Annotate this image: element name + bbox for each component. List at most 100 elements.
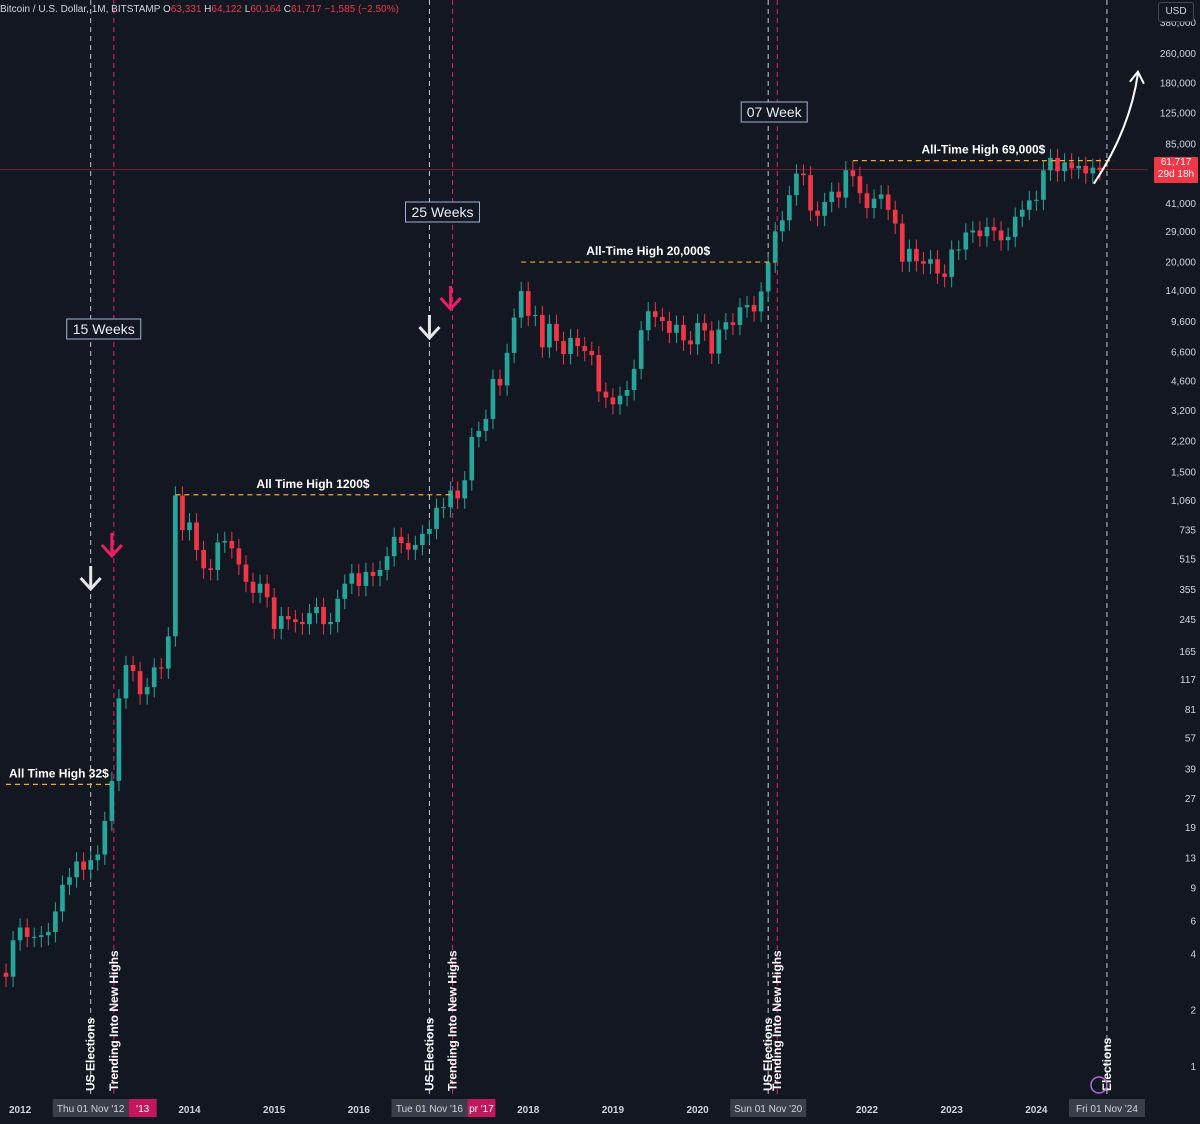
candle-body bbox=[695, 323, 700, 345]
candle-body bbox=[737, 307, 743, 325]
candle-body bbox=[398, 536, 404, 544]
candle-body bbox=[1048, 157, 1053, 171]
y-tick-label: 19 bbox=[1185, 823, 1197, 834]
y-tick-label: 4,600 bbox=[1171, 377, 1196, 388]
down-arrow-icon bbox=[439, 286, 462, 312]
candle-body bbox=[1076, 165, 1082, 169]
x-highlight-box bbox=[730, 1099, 807, 1117]
candle-body bbox=[723, 322, 729, 330]
candle-body bbox=[970, 230, 976, 233]
candle-body bbox=[949, 249, 955, 277]
candle-body bbox=[201, 549, 206, 569]
candle-body bbox=[575, 337, 580, 347]
candle-body bbox=[822, 201, 827, 216]
candle-body bbox=[60, 884, 65, 912]
candle-body bbox=[603, 391, 609, 398]
candle-body bbox=[427, 528, 432, 534]
candle-body bbox=[250, 581, 256, 593]
candle-body bbox=[31, 936, 37, 938]
candle-body bbox=[74, 861, 79, 878]
x-tick-label: 2014 bbox=[178, 1105, 201, 1116]
candle-body bbox=[102, 820, 108, 855]
ath-level-label: All-Time High 69,000$ bbox=[922, 143, 1046, 157]
x-highlight-pink-box bbox=[128, 1099, 157, 1117]
arrow-head bbox=[79, 576, 102, 592]
candle-body bbox=[532, 314, 538, 316]
symbol-header: Bitcoin / U.S. Dollar, 1M, BITSTAMP O63,… bbox=[0, 4, 399, 15]
currency-button[interactable]: USD bbox=[1158, 2, 1194, 22]
candle-body bbox=[681, 324, 686, 341]
candle-body bbox=[730, 322, 736, 325]
candle-body bbox=[504, 352, 510, 386]
y-tick-label: 1,060 bbox=[1171, 496, 1196, 507]
candle-body bbox=[448, 490, 453, 508]
ath-level-label: All-Time High 20,000$ bbox=[586, 244, 710, 258]
arrow-head bbox=[100, 543, 123, 559]
candle-body bbox=[547, 323, 552, 348]
y-tick-label: 6,600 bbox=[1171, 347, 1196, 358]
candle-body bbox=[836, 191, 842, 198]
candle-body bbox=[215, 542, 221, 570]
candle-body bbox=[264, 583, 270, 598]
x-tick-label: 2020 bbox=[686, 1105, 709, 1116]
candle-body bbox=[405, 543, 411, 550]
candle-body bbox=[645, 311, 651, 331]
candle-body bbox=[1034, 199, 1039, 201]
candle-body bbox=[123, 665, 129, 699]
candle-body bbox=[617, 395, 623, 405]
candle-body bbox=[483, 418, 489, 431]
y-tick-label: 3,200 bbox=[1171, 406, 1196, 417]
candle-body bbox=[335, 598, 341, 623]
annotation-box bbox=[66, 318, 142, 340]
candle-body bbox=[434, 507, 439, 529]
candle-body bbox=[476, 430, 482, 438]
x-highlight-pink-label: '13 bbox=[136, 1104, 149, 1115]
arrow-head bbox=[418, 325, 441, 341]
low-value: 60,164 bbox=[250, 4, 281, 15]
y-tick-label: 380,000 bbox=[1160, 18, 1197, 29]
candle-body bbox=[596, 355, 602, 392]
event-line-label: US Elections bbox=[422, 1017, 436, 1091]
y-tick-label: 2,200 bbox=[1171, 437, 1196, 448]
candle-body bbox=[589, 350, 595, 356]
open-value: 63,331 bbox=[170, 4, 202, 15]
candle-body bbox=[561, 340, 566, 354]
candle-body bbox=[109, 780, 115, 821]
event-line-label: Trending Into New Highs bbox=[446, 950, 460, 1091]
arrow-head bbox=[439, 296, 462, 312]
high-label: H bbox=[204, 4, 212, 15]
x-highlight-label: Sun 01 Nov '20 bbox=[734, 1104, 803, 1115]
candle-body bbox=[1019, 209, 1025, 217]
candle-body bbox=[843, 170, 849, 198]
candle-body bbox=[956, 249, 962, 251]
price-axis bbox=[1148, 0, 1200, 1124]
candle-body bbox=[688, 340, 693, 345]
candle-body bbox=[377, 569, 383, 576]
y-tick-label: 165 bbox=[1179, 647, 1196, 658]
candle-body bbox=[935, 259, 940, 274]
close-label: C bbox=[283, 4, 291, 15]
annotation-label: 25 Weeks bbox=[411, 204, 473, 220]
candle-body bbox=[829, 191, 835, 202]
x-highlight-label: Fri 01 Nov '24 bbox=[1076, 1104, 1138, 1115]
time-axis bbox=[0, 1095, 1200, 1124]
candle-body bbox=[420, 533, 425, 545]
y-tick-label: 20,000 bbox=[1165, 257, 1196, 268]
candle-body bbox=[67, 877, 72, 885]
candle-body bbox=[363, 571, 369, 586]
x-highlight-label: Thu 01 Nov '12 bbox=[57, 1104, 125, 1115]
candle-body bbox=[540, 314, 545, 348]
candle-body bbox=[24, 927, 30, 937]
candle-body bbox=[293, 619, 298, 623]
y-tick-label: 6 bbox=[1190, 916, 1196, 927]
y-tick-label: 4 bbox=[1190, 949, 1196, 960]
candle-body bbox=[53, 911, 58, 933]
candle-body bbox=[180, 495, 185, 531]
y-tick-label: 1 bbox=[1190, 1062, 1196, 1073]
candle-body bbox=[441, 507, 446, 509]
y-tick-label: 9,600 bbox=[1171, 317, 1196, 328]
candle-body bbox=[243, 564, 249, 582]
candle-body bbox=[1005, 236, 1011, 241]
candle-body bbox=[469, 437, 475, 481]
